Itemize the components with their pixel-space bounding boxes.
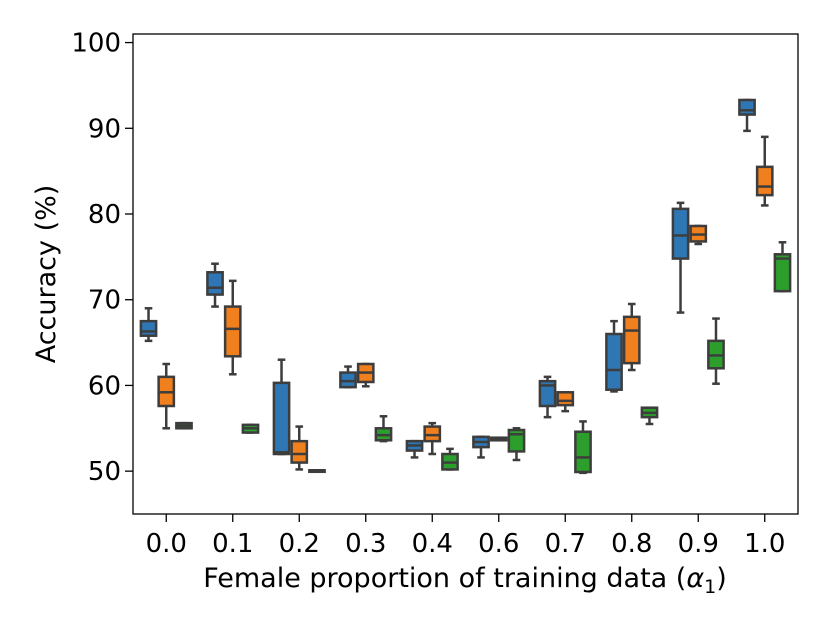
box-body <box>671 207 690 260</box>
box-body <box>423 425 442 443</box>
box-series-2-0.7 <box>556 391 575 413</box>
box-series-3-0.8 <box>640 406 659 426</box>
box-series-3-0.2 <box>308 469 326 474</box>
y-tick-label: 90 <box>88 114 121 144</box>
box-body <box>773 253 792 293</box>
box-series-1-0.7 <box>538 375 557 419</box>
x-tick-label: 0.6 <box>478 529 519 559</box>
y-tick-label: 60 <box>88 371 121 401</box>
box-series-1-0.9 <box>671 201 690 314</box>
box-body <box>738 98 756 116</box>
box-series-3-1.0 <box>773 241 792 293</box>
x-axis-label: Female proportion of training data (α1) <box>203 563 727 598</box>
box-series-1-1.0 <box>738 98 756 133</box>
box-body <box>139 319 158 337</box>
x-axis-label-symbol: α <box>686 563 704 594</box>
x-tick-label: 0.7 <box>545 529 586 559</box>
x-tick-label: 0.9 <box>678 529 719 559</box>
y-tick-label: 100 <box>71 29 121 59</box>
x-tick-label: 0.2 <box>279 529 320 559</box>
box-series-1-0.6 <box>472 435 490 459</box>
box-series-1-0.2 <box>272 358 291 456</box>
box-series-2-0.8 <box>622 302 641 372</box>
plot-area-frame <box>132 33 799 515</box>
box-series-3-0.7 <box>574 420 592 475</box>
box-body <box>755 165 774 197</box>
box-series-2-0.1 <box>223 279 242 376</box>
box-series-2-0.9 <box>689 224 708 246</box>
y-tick-label: 80 <box>88 200 121 230</box>
box-series-3-0.4 <box>441 447 459 471</box>
y-tick-label: 50 <box>88 457 121 487</box>
box-body <box>574 430 592 474</box>
x-tick-label: 0.0 <box>146 529 187 559</box>
x-tick-label: 0.8 <box>611 529 652 559</box>
box-series-1-0.0 <box>139 307 158 343</box>
box-body <box>339 371 357 389</box>
y-axis-label: Accuracy (%) <box>31 185 62 364</box>
box-body <box>272 381 291 456</box>
box-series-1-0.4 <box>405 439 424 459</box>
box-series-3-0.6 <box>507 427 526 462</box>
x-tick-label: 0.4 <box>412 529 453 559</box>
box-series-3-0.9 <box>707 317 725 385</box>
box-body <box>605 332 623 391</box>
x-axis-label-text: Female proportion of training data ( <box>203 563 686 594</box>
box-series-3-0.0 <box>175 421 193 430</box>
box-series-1-0.3 <box>339 365 357 389</box>
box-series-2-0.0 <box>157 362 176 430</box>
box-series-2-0.6 <box>489 436 508 442</box>
box-series-2-0.3 <box>356 362 375 388</box>
x-axis-label-subscript: 1 <box>704 576 716 598</box>
y-tick-labels: 50 60 70 80 90 100 <box>71 29 121 488</box>
box-body <box>223 305 242 358</box>
x-axis-label-close: ) <box>716 563 727 594</box>
tick-marks <box>125 41 766 522</box>
box-series-2-0.2 <box>290 425 309 471</box>
box-series-1-0.8 <box>605 319 623 393</box>
x-tick-label: 1.0 <box>744 529 785 559</box>
box-series-2-0.4 <box>423 421 442 456</box>
y-tick-label: 70 <box>88 286 121 316</box>
box-plots <box>139 98 792 475</box>
box-series-3-0.3 <box>374 415 393 443</box>
box-body <box>538 379 557 408</box>
box-body <box>622 315 641 365</box>
box-series-3-0.1 <box>241 423 260 434</box>
box-body <box>556 391 575 407</box>
box-series-1-0.1 <box>206 262 224 308</box>
x-tick-labels: 0.0 0.1 0.2 0.3 0.4 0.6 0.7 0.8 0.9 1.0 <box>146 529 786 559</box>
box-body <box>206 271 224 296</box>
box-body <box>290 439 309 464</box>
box-series-2-1.0 <box>755 135 774 207</box>
x-tick-label: 0.3 <box>345 529 386 559</box>
x-tick-label: 0.1 <box>212 529 253 559</box>
